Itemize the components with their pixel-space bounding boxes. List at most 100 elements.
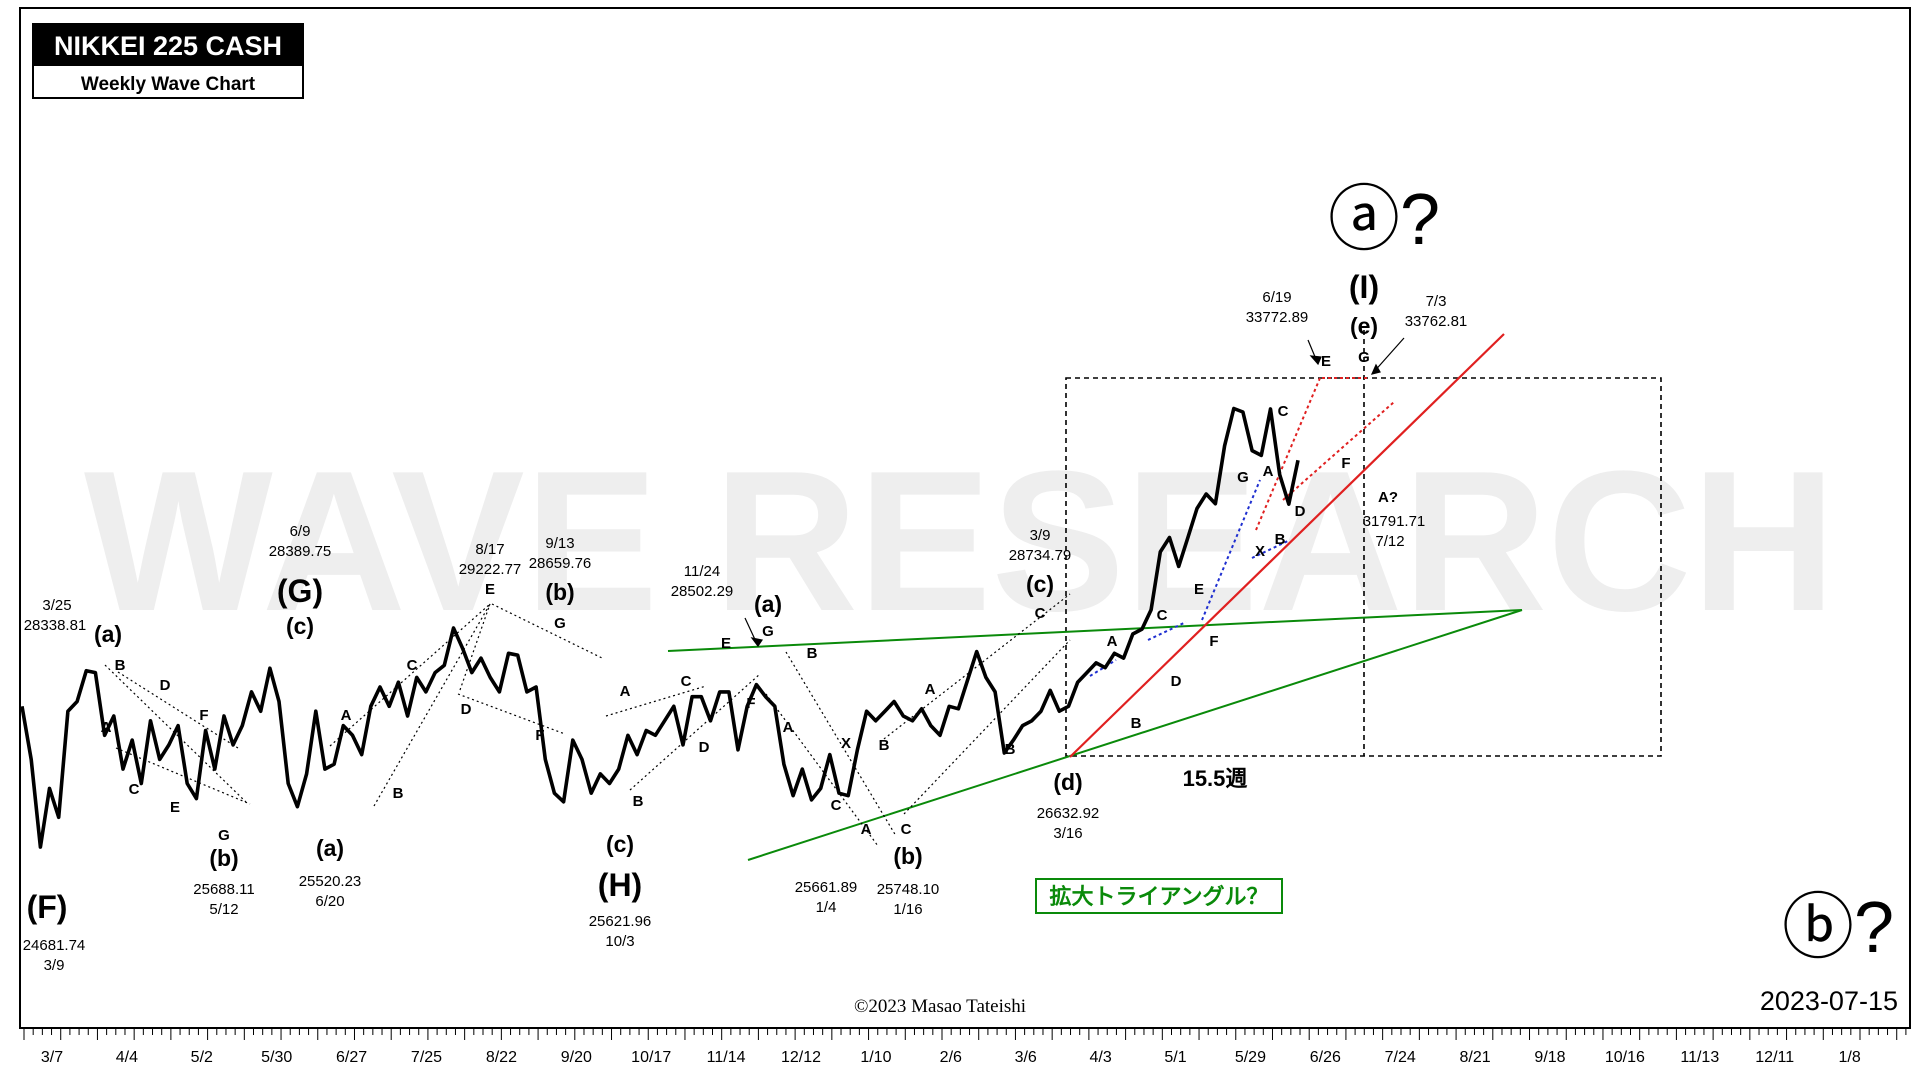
label-d: (d) [1053,769,1082,795]
svg-text:A: A [341,707,352,724]
triangle-lower-line [747,609,1523,861]
triangle-label: 拡大トライアングル？ [1049,884,1268,909]
x-tick-label: 6/26 [1310,1049,1341,1066]
svg-text:A: A [620,683,631,700]
svg-text:C: C [901,821,912,838]
svg-text:A: A [925,681,936,698]
svg-text:D: D [160,677,171,694]
svg-text:B: B [879,737,890,754]
svg-text:26632.92: 26632.92 [1037,805,1100,822]
svg-text:A: A [783,719,794,736]
price-series [20,406,1300,849]
x-tick-label: 6/27 [336,1049,367,1066]
wave-labels: (F) 24681.74 3/9 3/25 28338.81 (a) B A D… [23,180,1894,974]
x-axis: 3/7 4/4 5/2 5/30 6/27 7/25 8/22 9/20 10/17 11/14 1… [20,1027,1910,1066]
label-circled-a: ⓐ? [1328,180,1440,260]
svg-text:E: E [721,635,731,652]
x-tick-label: 7/25 [411,1049,442,1066]
x-tick-label: 10/17 [631,1049,671,1066]
annotation-arrows [744,337,1405,648]
svg-text:28659.76: 28659.76 [529,555,592,572]
triangle-label-box [1035,878,1283,914]
svg-text:6/20: 6/20 [315,893,344,910]
svg-text:G: G [1358,349,1370,366]
svg-text:B: B [633,793,644,810]
x-tick-label: 11/14 [707,1049,746,1066]
svg-text:3/9: 3/9 [44,957,65,974]
svg-text:3/9: 3/9 [1030,527,1051,544]
svg-text:5/12: 5/12 [209,901,238,918]
svg-text:G: G [218,827,230,844]
svg-text:A: A [1263,463,1274,480]
svg-text:F: F [1341,455,1350,472]
chart-title: NIKKEI 225 CASH [54,31,282,61]
svg-text:E: E [1194,581,1204,598]
x-tick-label: 5/1 [1164,1049,1186,1066]
svg-text:X: X [841,735,851,752]
x-tick-label: 10/16 [1605,1049,1645,1066]
svg-text:C: C [831,797,842,814]
svg-text:D: D [461,701,472,718]
x-tick-label: 5/30 [261,1049,292,1066]
date-stamp: 2023-07-15 [1760,986,1898,1016]
svg-text:6/19: 6/19 [1262,289,1291,306]
svg-text:C: C [1157,607,1168,624]
label-circled-b: ⓑ? [1782,888,1894,968]
svg-text:X: X [1255,543,1265,560]
svg-text:7/3: 7/3 [1426,293,1447,310]
svg-text:33762.81: 33762.81 [1405,313,1468,330]
colored-dotted-channels [1089,377,1395,677]
label-a-1: (a) [94,621,122,647]
svg-text:G: G [1237,469,1249,486]
label-a-3: (a) [754,591,782,617]
svg-text:C: C [681,673,692,690]
x-tick-label: 3/6 [1015,1049,1037,1066]
svg-text:25520.23: 25520.23 [299,873,362,890]
label-b-2: (b) [545,579,574,605]
chart-subtitle: Weekly Wave Chart [81,74,256,95]
x-tick-label: 4/3 [1089,1049,1111,1066]
svg-text:28338.81: 28338.81 [24,617,87,634]
svg-text:B: B [807,645,818,662]
x-tick-label: 1/10 [860,1049,891,1066]
svg-text:7/12: 7/12 [1375,533,1404,550]
svg-text:28502.29: 28502.29 [671,583,734,600]
label-c-3: (c) [1026,571,1054,597]
svg-text:1/4: 1/4 [816,899,837,916]
svg-text:F: F [199,707,208,724]
svg-text:28389.75: 28389.75 [269,543,332,560]
svg-text:33772.89: 33772.89 [1246,309,1309,326]
svg-text:8/17: 8/17 [475,541,504,558]
svg-text:G: G [554,615,566,632]
label-G-major: (G) [277,573,323,609]
svg-text:25661.89: 25661.89 [795,879,858,896]
svg-text:F: F [535,727,544,744]
svg-text:C: C [129,781,140,798]
label-c-2: (c) [606,831,634,857]
svg-text:24681.74: 24681.74 [23,937,86,954]
copyright: ©2023 Masao Tateishi [854,996,1026,1017]
svg-text:B: B [1131,715,1142,732]
x-tick-label: 7/24 [1385,1049,1416,1066]
svg-text:C: C [1035,605,1046,622]
x-tick-label: 8/22 [486,1049,517,1066]
red-trendline [1069,333,1505,758]
label-b-3: (b) [893,843,922,869]
x-tick-label: 2/6 [940,1049,962,1066]
price-line [20,406,1300,849]
x-tick-label: 5/29 [1235,1049,1266,1066]
label-a-2: (a) [316,835,344,861]
svg-text:6/9: 6/9 [290,523,311,540]
watermark: WAVE RESEARCH [84,430,1836,653]
svg-text:D: D [1171,673,1182,690]
x-tick-label: 3/7 [41,1049,63,1066]
svg-text:C: C [1278,403,1289,420]
label-e: (e) [1350,313,1378,339]
svg-text:B: B [393,785,404,802]
label-I-major: (I) [1349,269,1379,305]
svg-text:25688.11: 25688.11 [193,881,254,898]
label-b-1: (b) [209,845,238,871]
svg-text:B: B [115,657,126,674]
x-tick-label: 5/2 [191,1049,213,1066]
svg-text:1/16: 1/16 [893,901,922,918]
